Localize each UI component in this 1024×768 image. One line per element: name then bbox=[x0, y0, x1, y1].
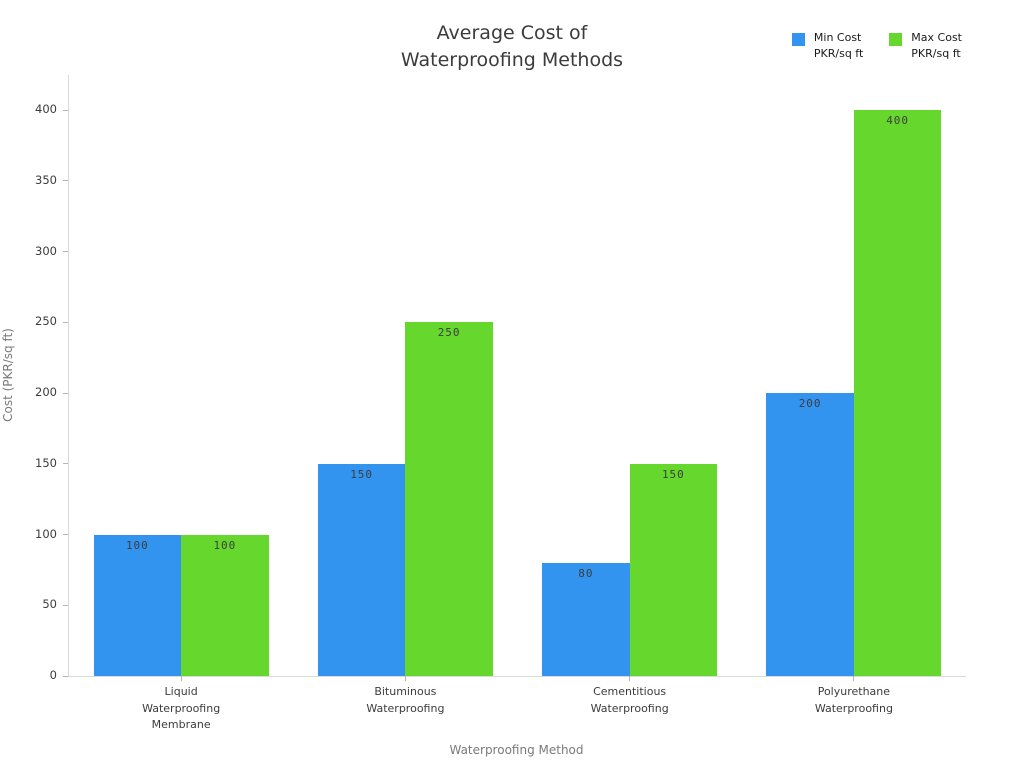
y-tick-label: 0 bbox=[49, 668, 57, 682]
legend-label-max-cost: Max Cost PKR/sq ft bbox=[911, 31, 962, 60]
y-tick-mark bbox=[63, 109, 68, 111]
y-tick-mark bbox=[63, 180, 68, 182]
bar-max-cost bbox=[181, 534, 269, 676]
y-tick-label: 250 bbox=[35, 314, 57, 329]
y-tick-label: 400 bbox=[35, 102, 57, 116]
y-tick-mark bbox=[63, 321, 68, 323]
legend: Min Cost PKR/sq ft Max Cost PKR/sq ft bbox=[791, 30, 962, 61]
legend-label-min-cost: Min Cost PKR/sq ft bbox=[813, 31, 864, 60]
category-label: Bituminous Waterproofing bbox=[366, 685, 445, 715]
bar-min-cost bbox=[766, 393, 854, 676]
bar-min-cost bbox=[542, 562, 630, 676]
legend-swatch-max-cost-icon bbox=[889, 33, 903, 46]
legend-swatch-min-cost-icon bbox=[791, 33, 805, 46]
bar-value-label: 80 bbox=[578, 566, 594, 580]
bar-max-cost bbox=[853, 110, 942, 676]
y-tick-mark bbox=[63, 463, 68, 465]
y-tick-mark bbox=[63, 251, 68, 252]
bar-value-label: 100 bbox=[125, 538, 149, 552]
y-tick-mark bbox=[63, 675, 68, 677]
category-label: Polyurethane Waterproofing bbox=[814, 685, 893, 715]
y-tick-label: 350 bbox=[35, 172, 57, 187]
bar-value-label: 400 bbox=[886, 114, 910, 127]
category-tick bbox=[404, 676, 406, 681]
bar-value-label: 250 bbox=[437, 326, 461, 340]
y-tick-mark bbox=[63, 604, 68, 606]
legend-item-min-cost: Min Cost PKR/sq ft bbox=[791, 30, 864, 61]
bar-value-label: 200 bbox=[798, 397, 822, 410]
category-tick bbox=[180, 676, 182, 681]
category-label: Liquid Waterproofing Membrane bbox=[142, 685, 221, 731]
bar-value-label: 100 bbox=[213, 538, 237, 552]
category-tick bbox=[629, 676, 631, 681]
y-tick-label: 200 bbox=[35, 385, 57, 399]
bar-max-cost bbox=[629, 463, 718, 676]
y-tick-mark bbox=[63, 534, 68, 535]
bar-min-cost bbox=[93, 534, 182, 676]
x-axis-title: Waterproofing Method bbox=[449, 743, 584, 757]
plot-area: 0 50 100 150 200 250 300 350 400 100 150 80 200 100 25… bbox=[35, 75, 966, 731]
y-tick-mark bbox=[63, 392, 68, 394]
category-tick bbox=[853, 676, 855, 681]
y-tick-label: 300 bbox=[35, 243, 57, 258]
bar-min-cost bbox=[317, 463, 406, 676]
category-label: Cementitious Waterproofing bbox=[590, 685, 669, 715]
bar-value-label: 150 bbox=[661, 467, 685, 481]
bar-value-label: 150 bbox=[350, 467, 374, 481]
y-tick-label: 50 bbox=[42, 597, 57, 612]
y-tick-label: 150 bbox=[35, 455, 57, 470]
legend-item-max-cost: Max Cost PKR/sq ft bbox=[889, 30, 962, 61]
bar-max-cost bbox=[405, 322, 493, 676]
chart-title: Average Cost of Waterproofing Methods bbox=[400, 22, 624, 71]
y-tick-label: 100 bbox=[35, 526, 57, 541]
